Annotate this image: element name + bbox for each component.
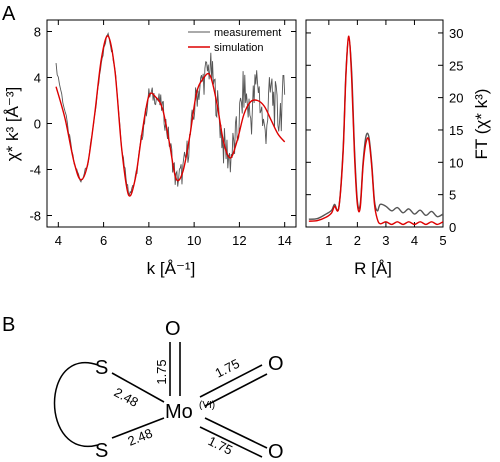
x-tick-label: 4	[411, 233, 418, 248]
y-tick-label: -4	[29, 163, 41, 178]
y-tick-label: 20	[449, 91, 463, 106]
y-tick-label: 5	[449, 188, 456, 203]
x-tick-label: 10	[187, 233, 201, 248]
molecule-diagram: O O O S S Mo (VI) 1.75 1.75 1.75 2.48 2.…	[53, 318, 284, 462]
x-tick-label: 1	[325, 233, 332, 248]
x-axis-label-left: k [Å⁻¹]	[147, 259, 196, 278]
atom-s-upper: S	[95, 357, 108, 379]
atom-o-right: O	[268, 353, 284, 375]
x-axis-label-right: R [Å]	[354, 259, 392, 278]
x-tick-label: 4	[55, 233, 62, 248]
x-tick-label: 8	[145, 233, 152, 248]
bond-length-o-top: 1.75	[154, 359, 169, 384]
y-tick-label: 0	[34, 117, 41, 132]
legend-label-measurement: measurement	[214, 27, 281, 39]
y-tick-label: 0	[449, 220, 456, 235]
bond-mo-o-right-b	[204, 373, 268, 407]
chi-k3-chart: 4 6 8 10 12 14 -8 -4 0 4 8 measurement simulation…	[3, 19, 297, 278]
bond-length-o-bottom: 1.75	[206, 433, 235, 458]
panel-label-a: A	[2, 3, 16, 25]
atom-s-lower: S	[95, 440, 108, 462]
legend-label-simulation: simulation	[214, 42, 264, 54]
series-line-simulation	[55, 35, 286, 197]
y-tick-label: 25	[449, 58, 463, 73]
y-tick-label: 4	[34, 71, 41, 86]
x-tick-label: 14	[277, 233, 291, 248]
y-tick-label: -8	[29, 209, 41, 224]
y-axis-label-right: FT (χ* k³)	[472, 89, 491, 160]
atom-o-top: O	[165, 318, 181, 340]
atom-mo: Mo	[165, 401, 193, 423]
y-tick-label: 10	[449, 155, 463, 170]
series-line-simulation	[308, 35, 443, 226]
series-line-measurement	[55, 31, 286, 197]
x-tick-label: 2	[354, 233, 361, 248]
x-tick-label: 3	[382, 233, 389, 248]
bond-mo-o-bottom-b	[199, 426, 263, 458]
bond-length-s-upper: 2.48	[112, 385, 141, 410]
atom-o-bottom: O	[268, 441, 284, 462]
oxidation-state: (VI)	[199, 400, 215, 411]
chelate-arc	[53, 362, 99, 448]
x-tick-label: 12	[232, 233, 246, 248]
y-axis-label-left: χ* k³ [Å⁻³]	[3, 87, 22, 162]
panel-label-b: B	[2, 314, 15, 336]
bond-mo-o-bottom-a	[204, 417, 268, 449]
y-tick-label: 15	[449, 123, 463, 138]
y-tick-label: 8	[34, 25, 41, 40]
bond-length-s-lower: 2.48	[126, 425, 155, 448]
bond-mo-s-upper	[111, 372, 165, 403]
x-tick-label: 5	[439, 233, 446, 248]
bond-mo-o-right-a	[199, 364, 263, 398]
plot-frame-right	[305, 19, 444, 228]
y-tick-label: 30	[449, 26, 463, 41]
x-tick-label: 6	[100, 233, 107, 248]
bond-mo-s-lower	[111, 417, 165, 439]
series-line-measurement	[308, 38, 443, 220]
